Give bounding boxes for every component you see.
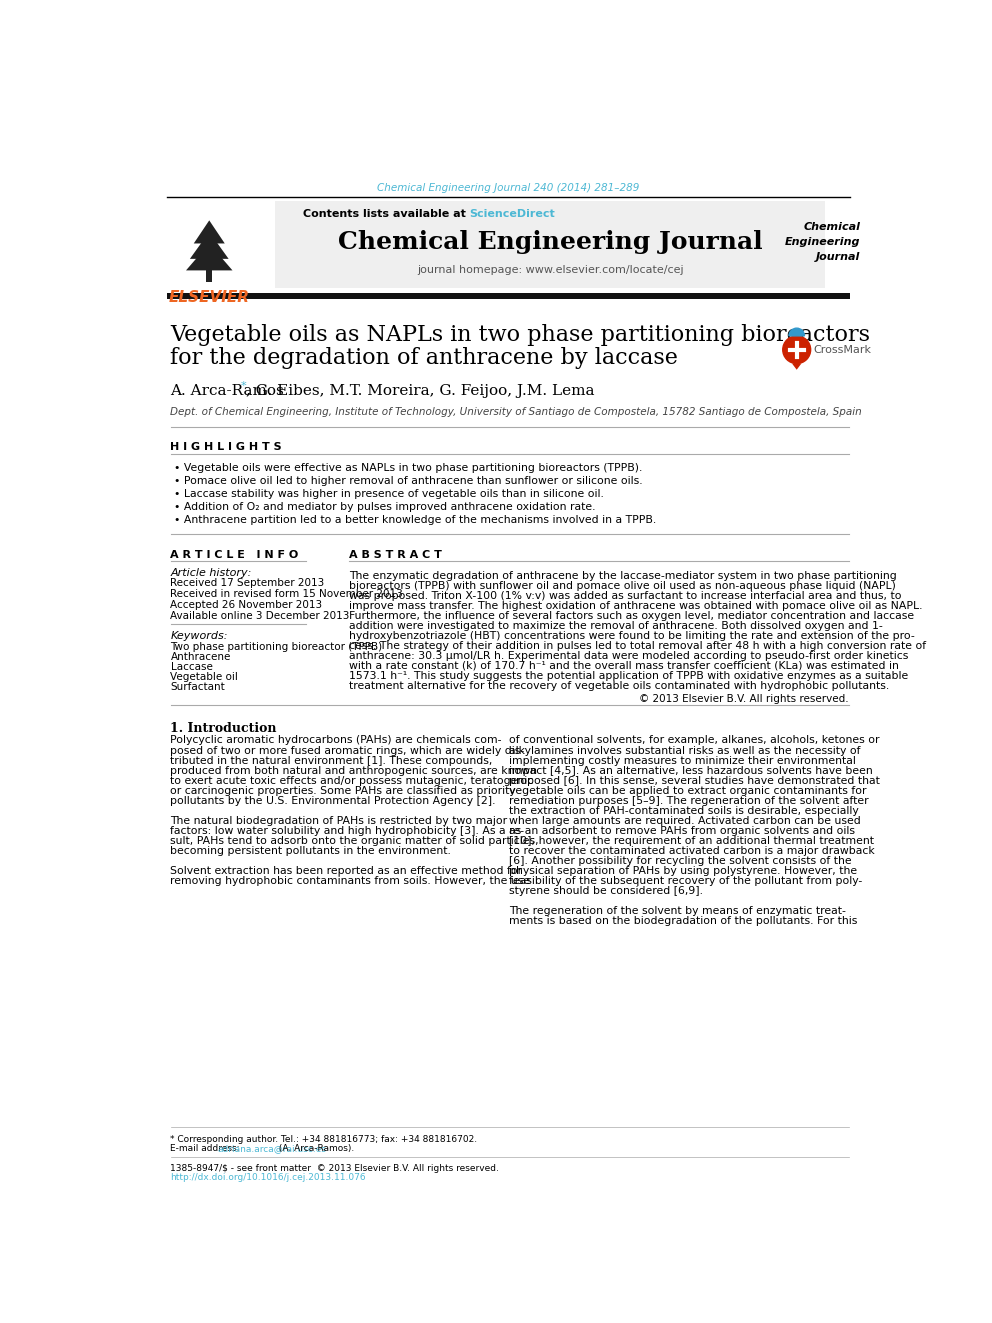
Text: [6]. Another possibility for recycling the solvent consists of the: [6]. Another possibility for recycling t… — [509, 856, 852, 865]
Text: of conventional solvents, for example, alkanes, alcohols, ketones or: of conventional solvents, for example, a… — [509, 736, 880, 745]
Text: CrossMark: CrossMark — [813, 345, 872, 355]
Text: (A. Arca-Ramos).: (A. Arca-Ramos). — [276, 1144, 354, 1154]
Text: for the degradation of anthracene by laccase: for the degradation of anthracene by lac… — [171, 348, 679, 369]
Text: A. Arca-Ramos: A. Arca-Ramos — [171, 384, 289, 398]
Text: Accepted 26 November 2013: Accepted 26 November 2013 — [171, 599, 322, 610]
Text: The natural biodegradation of PAHs is restricted by two major: The natural biodegradation of PAHs is re… — [171, 815, 508, 826]
Text: feasibility of the subsequent recovery of the pollutant from poly-: feasibility of the subsequent recovery o… — [509, 876, 862, 885]
Text: sult, PAHs tend to adsorb onto the organic matter of solid particles,: sult, PAHs tend to adsorb onto the organ… — [171, 836, 539, 845]
Text: ELSEVIER: ELSEVIER — [169, 290, 250, 304]
Text: cess. The strategy of their addition in pulses led to total removal after 48 h w: cess. The strategy of their addition in … — [349, 640, 926, 651]
Text: Received in revised form 15 November 2013: Received in revised form 15 November 201… — [171, 589, 404, 599]
Polygon shape — [193, 221, 225, 243]
Text: with a rate constant (k) of 170.7 h⁻¹ and the overall mass transfer coefficient : with a rate constant (k) of 170.7 h⁻¹ an… — [349, 660, 899, 671]
Text: Polycyclic aromatic hydrocarbons (PAHs) are chemicals com-: Polycyclic aromatic hydrocarbons (PAHs) … — [171, 736, 502, 745]
Text: 1385-8947/$ - see front matter  © 2013 Elsevier B.V. All rights reserved.: 1385-8947/$ - see front matter © 2013 El… — [171, 1164, 499, 1174]
Bar — [167, 292, 850, 299]
Text: A B S T R A C T: A B S T R A C T — [349, 550, 441, 560]
Wedge shape — [789, 328, 805, 336]
Text: becoming persistent pollutants in the environment.: becoming persistent pollutants in the en… — [171, 845, 451, 856]
Text: hydroxybenzotriazole (HBT) concentrations were found to be limiting the rate and: hydroxybenzotriazole (HBT) concentration… — [349, 631, 915, 640]
Text: • Pomace olive oil led to higher removal of anthracene than sunflower or silicon: • Pomace olive oil led to higher removal… — [175, 476, 643, 486]
Text: http://dx.doi.org/10.1016/j.cej.2013.11.076: http://dx.doi.org/10.1016/j.cej.2013.11.… — [171, 1174, 366, 1181]
Text: Two phase partitioning bioreactor (TPPB): Two phase partitioning bioreactor (TPPB) — [171, 642, 383, 651]
Text: Chemical Engineering Journal: Chemical Engineering Journal — [338, 230, 763, 254]
Text: posed of two or more fused aromatic rings, which are widely dis-: posed of two or more fused aromatic ring… — [171, 745, 525, 755]
Text: • Addition of O₂ and mediator by pulses improved anthracene oxidation rate.: • Addition of O₂ and mediator by pulses … — [175, 503, 596, 512]
Polygon shape — [792, 364, 802, 369]
Text: adriana.arca@rai.usc.es: adriana.arca@rai.usc.es — [217, 1144, 326, 1154]
Text: physical separation of PAHs by using polystyrene. However, the: physical separation of PAHs by using pol… — [509, 865, 857, 876]
Text: anthracene: 30.3 μmol/LR h. Experimental data were modeled according to pseudo-f: anthracene: 30.3 μmol/LR h. Experimental… — [349, 651, 908, 660]
Text: Anthracene: Anthracene — [171, 651, 231, 662]
Bar — [206, 270, 212, 282]
Text: treatment alternative for the recovery of vegetable oils contaminated with hydro: treatment alternative for the recovery o… — [349, 681, 889, 691]
Text: or carcinogenic properties. Some PAHs are classified as priority: or carcinogenic properties. Some PAHs ar… — [171, 786, 516, 795]
Text: factors: low water solubility and high hydrophobicity [3]. As a re-: factors: low water solubility and high h… — [171, 826, 525, 836]
Text: Vegetable oil: Vegetable oil — [171, 672, 238, 681]
Text: 1573.1 h⁻¹. This study suggests the potential application of TPPB with oxidative: 1573.1 h⁻¹. This study suggests the pote… — [349, 671, 908, 681]
Text: The regeneration of the solvent by means of enzymatic treat-: The regeneration of the solvent by means… — [509, 906, 846, 916]
Text: styrene should be considered [6,9].: styrene should be considered [6,9]. — [509, 885, 703, 896]
Text: journal homepage: www.elsevier.com/locate/cej: journal homepage: www.elsevier.com/locat… — [417, 266, 683, 275]
Text: was proposed. Triton X-100 (1% v:v) was added as surfactant to increase interfac: was proposed. Triton X-100 (1% v:v) was … — [349, 591, 902, 601]
Text: Furthermore, the influence of several factors such as oxygen level, mediator con: Furthermore, the influence of several fa… — [349, 611, 914, 620]
Text: A R T I C L E   I N F O: A R T I C L E I N F O — [171, 550, 299, 560]
Bar — [167, 201, 275, 288]
Text: addition were investigated to maximize the removal of anthracene. Both dissolved: addition were investigated to maximize t… — [349, 620, 883, 631]
Polygon shape — [186, 243, 232, 270]
Text: improve mass transfer. The highest oxidation of anthracene was obtained with pom: improve mass transfer. The highest oxida… — [349, 601, 923, 611]
Text: to recover the contaminated activated carbon is a major drawback: to recover the contaminated activated ca… — [509, 845, 875, 856]
Text: to exert acute toxic effects and/or possess mutagenic, teratogenic: to exert acute toxic effects and/or poss… — [171, 775, 534, 786]
Text: ments is based on the biodegradation of the pollutants. For this: ments is based on the biodegradation of … — [509, 916, 857, 926]
Text: 1. Introduction: 1. Introduction — [171, 721, 277, 734]
Bar — [275, 201, 825, 288]
Text: when large amounts are required. Activated carbon can be used: when large amounts are required. Activat… — [509, 815, 861, 826]
Text: tributed in the natural environment [1]. These compounds,: tributed in the natural environment [1].… — [171, 755, 493, 766]
Text: Laccase: Laccase — [171, 662, 212, 672]
Text: Keywords:: Keywords: — [171, 631, 228, 640]
Text: Surfactant: Surfactant — [171, 681, 225, 692]
Text: the extraction of PAH-contaminated soils is desirable, especially: the extraction of PAH-contaminated soils… — [509, 806, 859, 815]
Text: Contents lists available at: Contents lists available at — [303, 209, 469, 220]
Text: remediation purposes [5–9]. The regeneration of the solvent after: remediation purposes [5–9]. The regenera… — [509, 795, 869, 806]
Text: The enzymatic degradation of anthracene by the laccase-mediator system in two ph: The enzymatic degradation of anthracene … — [349, 570, 897, 581]
Text: vegetable oils can be applied to extract organic contaminants for: vegetable oils can be applied to extract… — [509, 786, 867, 795]
Text: Dept. of Chemical Engineering, Institute of Technology, University of Santiago d: Dept. of Chemical Engineering, Institute… — [171, 406, 862, 417]
Text: produced from both natural and anthropogenic sources, are known: produced from both natural and anthropog… — [171, 766, 538, 775]
Text: Available online 3 December 2013: Available online 3 December 2013 — [171, 611, 350, 620]
Text: proposed [6]. In this sense, several studies have demonstrated that: proposed [6]. In this sense, several stu… — [509, 775, 880, 786]
Circle shape — [783, 336, 810, 364]
Text: pollutants by the U.S. Environmental Protection Agency [2].: pollutants by the U.S. Environmental Pro… — [171, 795, 496, 806]
Text: E-mail address:: E-mail address: — [171, 1144, 243, 1154]
Text: Chemical Engineering Journal 240 (2014) 281–289: Chemical Engineering Journal 240 (2014) … — [377, 183, 640, 193]
Text: , G. Eibes, M.T. Moreira, G. Feijoo, J.M. Lema: , G. Eibes, M.T. Moreira, G. Feijoo, J.M… — [246, 384, 595, 398]
Text: • Laccase stability was higher in presence of vegetable oils than in silicone oi: • Laccase stability was higher in presen… — [175, 490, 604, 499]
Text: Solvent extraction has been reported as an effective method for: Solvent extraction has been reported as … — [171, 865, 523, 876]
Text: Received 17 September 2013: Received 17 September 2013 — [171, 578, 324, 589]
Text: impact [4,5]. As an alternative, less hazardous solvents have been: impact [4,5]. As an alternative, less ha… — [509, 766, 873, 775]
Text: Article history:: Article history: — [171, 569, 252, 578]
Text: bioreactors (TPPB) with sunflower oil and pomace olive oil used as non-aqueous p: bioreactors (TPPB) with sunflower oil an… — [349, 581, 896, 591]
Text: © 2013 Elsevier B.V. All rights reserved.: © 2013 Elsevier B.V. All rights reserved… — [639, 693, 848, 704]
Text: ScienceDirect: ScienceDirect — [469, 209, 556, 220]
Text: [10]; however, the requirement of an additional thermal treatment: [10]; however, the requirement of an add… — [509, 836, 874, 845]
Text: • Vegetable oils were effective as NAPLs in two phase partitioning bioreactors (: • Vegetable oils were effective as NAPLs… — [175, 463, 643, 472]
Text: Vegetable oils as NAPLs in two phase partitioning bioreactors: Vegetable oils as NAPLs in two phase par… — [171, 324, 871, 347]
Polygon shape — [189, 232, 228, 259]
Text: Chemical
Engineering
Journal: Chemical Engineering Journal — [785, 222, 860, 262]
Text: * Corresponding author. Tel.: +34 881816773; fax: +34 881816702.: * Corresponding author. Tel.: +34 881816… — [171, 1135, 477, 1144]
Text: implementing costly measures to minimize their environmental: implementing costly measures to minimize… — [509, 755, 856, 766]
Text: alkylamines involves substantial risks as well as the necessity of: alkylamines involves substantial risks a… — [509, 745, 861, 755]
Text: as an adsorbent to remove PAHs from organic solvents and oils: as an adsorbent to remove PAHs from orga… — [509, 826, 855, 836]
Text: H I G H L I G H T S: H I G H L I G H T S — [171, 442, 282, 452]
Text: removing hydrophobic contaminants from soils. However, the use: removing hydrophobic contaminants from s… — [171, 876, 531, 885]
Text: • Anthracene partition led to a better knowledge of the mechanisms involved in a: • Anthracene partition led to a better k… — [175, 515, 657, 525]
Text: *: * — [241, 381, 247, 392]
